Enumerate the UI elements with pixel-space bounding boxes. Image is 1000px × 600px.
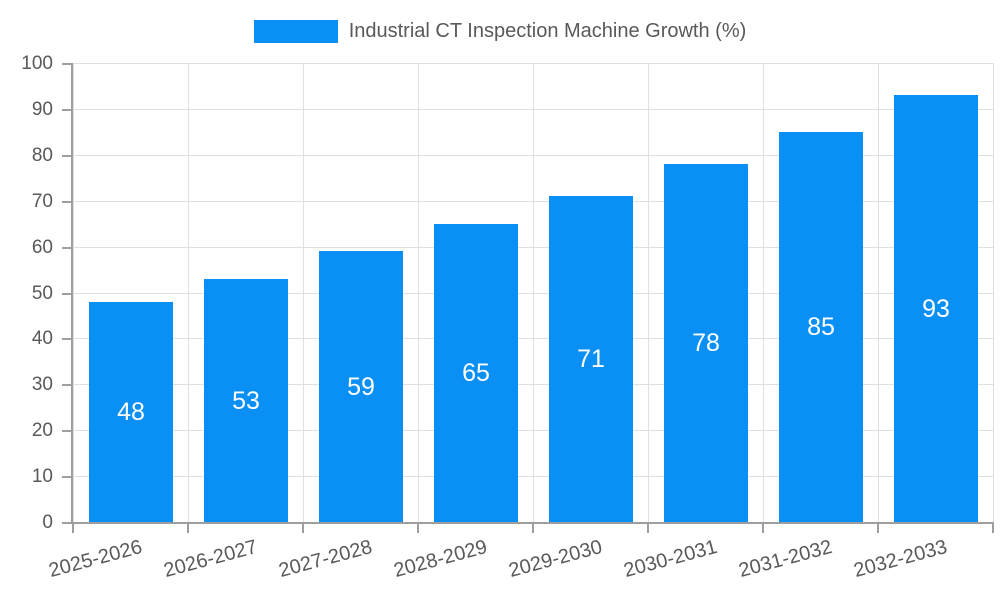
x-tick-label: 2026-2027 — [161, 535, 260, 582]
x-tick-mark — [532, 524, 534, 533]
y-tick-label: 30 — [31, 374, 53, 395]
gridline-vertical — [648, 63, 649, 522]
x-tick-label: 2028-2029 — [391, 535, 490, 582]
x-tick-label: 2027-2028 — [276, 535, 375, 582]
bar — [319, 251, 403, 522]
bar-value-label: 53 — [232, 387, 260, 415]
x-tick-label: 2029-2030 — [506, 535, 605, 582]
bar — [779, 132, 863, 522]
x-tick-mark — [992, 524, 994, 533]
bar-value-label: 65 — [462, 359, 490, 387]
gridline-vertical — [303, 63, 304, 522]
bar — [89, 302, 173, 522]
y-tick-mark — [62, 476, 71, 478]
y-tick-label: 90 — [31, 99, 53, 120]
x-tick-mark — [72, 524, 74, 533]
y-tick-mark — [62, 430, 71, 432]
gridline-vertical — [418, 63, 419, 522]
y-tick-label: 60 — [31, 237, 53, 258]
y-tick-mark — [62, 293, 71, 295]
y-tick-label: 20 — [31, 420, 53, 441]
y-tick-mark — [62, 63, 71, 65]
gridline-vertical — [188, 63, 189, 522]
y-tick-label: 100 — [21, 53, 53, 74]
bar-value-label: 59 — [347, 373, 375, 401]
legend: Industrial CT Inspection Machine Growth … — [0, 20, 1000, 43]
gridline-vertical — [73, 63, 74, 522]
gridline-vertical — [878, 63, 879, 522]
bar-value-label: 71 — [577, 345, 605, 373]
y-tick-label: 70 — [31, 191, 53, 212]
x-tick-label: 2031-2032 — [736, 535, 835, 582]
y-axis-line — [71, 63, 73, 524]
legend-label: Industrial CT Inspection Machine Growth … — [348, 20, 747, 42]
bar — [664, 164, 748, 522]
bar-value-label: 93 — [922, 295, 950, 323]
x-tick-label: 2032-2033 — [851, 535, 950, 582]
y-tick-label: 80 — [31, 145, 53, 166]
gridline-vertical — [533, 63, 534, 522]
bar-value-label: 85 — [807, 313, 835, 341]
y-tick-mark — [62, 201, 71, 203]
y-tick-mark — [62, 384, 71, 386]
y-tick-mark — [62, 522, 71, 524]
y-tick-label: 50 — [31, 283, 53, 304]
bar — [204, 279, 288, 522]
bar-value-label: 78 — [692, 329, 720, 357]
bar — [434, 224, 518, 522]
x-tick-label: 2030-2031 — [621, 535, 720, 582]
x-tick-mark — [187, 524, 189, 533]
x-tick-label: 2025-2026 — [46, 535, 145, 582]
gridline-vertical — [993, 63, 994, 522]
y-tick-mark — [62, 247, 71, 249]
y-tick-label: 0 — [42, 512, 53, 533]
bar-value-label: 48 — [117, 398, 145, 426]
legend-swatch — [253, 20, 338, 43]
x-tick-mark — [417, 524, 419, 533]
x-tick-mark — [762, 524, 764, 533]
gridline-vertical — [763, 63, 764, 522]
y-tick-label: 10 — [31, 466, 53, 487]
y-tick-label: 40 — [31, 328, 53, 349]
y-tick-mark — [62, 109, 71, 111]
y-tick-mark — [62, 155, 71, 157]
x-tick-mark — [877, 524, 879, 533]
y-tick-mark — [62, 338, 71, 340]
x-axis-line — [71, 522, 994, 524]
x-tick-mark — [302, 524, 304, 533]
bar — [549, 196, 633, 522]
bar — [894, 95, 978, 522]
x-tick-mark — [647, 524, 649, 533]
